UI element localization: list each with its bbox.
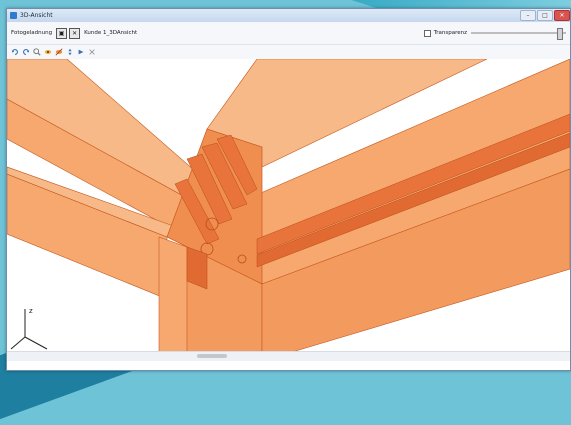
redo-icon[interactable] bbox=[22, 48, 30, 56]
undo-icon[interactable] bbox=[11, 48, 19, 56]
eye-icon[interactable] bbox=[44, 48, 52, 56]
cross-section-button[interactable]: ✕ bbox=[69, 27, 81, 39]
steel-plate-groove bbox=[256, 113, 570, 255]
transparency-label: Transparenz bbox=[433, 30, 467, 36]
z-axis-label: z bbox=[29, 307, 33, 315]
window-title: 3D-Ansicht bbox=[20, 12, 53, 19]
hide-icon[interactable] bbox=[55, 48, 63, 56]
close-button[interactable]: ✕ bbox=[554, 10, 570, 21]
connector-bar bbox=[201, 142, 248, 210]
project-info-text: Kunde 1_3DAnsicht bbox=[84, 30, 138, 36]
render-mode-button[interactable]: ▣ bbox=[56, 27, 68, 39]
bolt-circle bbox=[237, 254, 247, 264]
hanger-plate bbox=[186, 246, 208, 290]
maximize-button[interactable]: □ bbox=[537, 10, 553, 21]
tool-icons-bar bbox=[7, 45, 570, 60]
main-toolbar: Fotogeladnung ▣ ✕ Kunde 1_3DAnsicht Tran… bbox=[7, 22, 570, 45]
3d-viewport[interactable]: z y bbox=[7, 59, 570, 361]
view-label: Fotogeladnung bbox=[11, 30, 53, 36]
right-beam-side bbox=[261, 168, 570, 361]
bolt-circle bbox=[205, 217, 219, 231]
transparency-slider-thumb[interactable] bbox=[556, 28, 563, 40]
app-icon bbox=[10, 12, 17, 19]
connector-bar bbox=[216, 134, 258, 196]
steel-plate-groove-lower bbox=[256, 132, 570, 268]
connector-bar bbox=[174, 178, 220, 245]
minimize-button[interactable]: – bbox=[520, 10, 536, 21]
settings-icon[interactable] bbox=[88, 48, 96, 56]
timber-joint-model: z y bbox=[7, 59, 570, 361]
zoom-icon[interactable] bbox=[33, 48, 41, 56]
move-icon[interactable] bbox=[66, 48, 74, 56]
title-bar: 3D-Ansicht – □ ✕ bbox=[7, 9, 570, 22]
horizontal-scrollbar[interactable] bbox=[7, 351, 570, 361]
scrollbar-thumb[interactable] bbox=[197, 354, 227, 358]
transparency-checkbox[interactable] bbox=[423, 29, 431, 37]
3d-view-window: 3D-Ansicht – □ ✕ Fotogeladnung ▣ ✕ Kunde… bbox=[6, 8, 571, 371]
transparency-slider[interactable] bbox=[471, 28, 566, 40]
connector-bar bbox=[186, 153, 233, 225]
play-icon[interactable] bbox=[77, 48, 85, 56]
